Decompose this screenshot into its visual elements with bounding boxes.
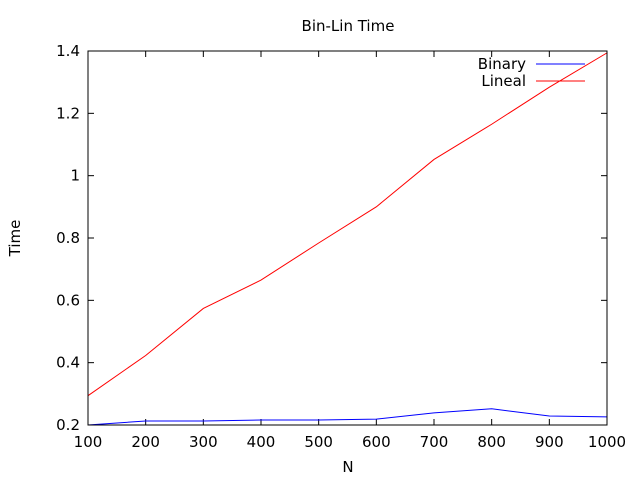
x-tick-label: 600 <box>362 433 391 451</box>
y-tick-label: 0.2 <box>56 416 80 434</box>
legend-label-lineal: Lineal <box>481 72 526 90</box>
x-tick-label: 100 <box>74 433 103 451</box>
x-tick-label: 1000 <box>588 433 626 451</box>
x-axis-label: N <box>342 458 353 476</box>
legend-label-binary: Binary <box>478 55 526 73</box>
series-lines <box>87 52 608 426</box>
y-tick-label: 0.6 <box>56 291 80 309</box>
y-tick-label: 0.4 <box>56 354 80 372</box>
x-tick-label: 500 <box>304 433 333 451</box>
plot-area-frame <box>87 50 608 426</box>
series-line-lineal <box>87 52 608 397</box>
y-tick-label: 1 <box>70 167 80 185</box>
chart-title: Bin-Lin Time <box>302 17 395 35</box>
x-tick-label: 800 <box>477 433 506 451</box>
x-tick-label: 200 <box>131 433 160 451</box>
x-tick-label: 900 <box>535 433 564 451</box>
y-tick-label: 1.4 <box>56 42 80 60</box>
x-tick-label: 300 <box>189 433 218 451</box>
y-tick-label: 1.2 <box>56 104 80 122</box>
y-axis-label: Time <box>6 220 24 258</box>
axis-ticks: 100 200 300 400 500 600 700 800 900 1000 0.2 0.4 0.6… <box>56 42 626 451</box>
x-tick-label: 400 <box>247 433 276 451</box>
x-tick-label: 700 <box>420 433 449 451</box>
series-line-binary <box>87 408 608 426</box>
y-tick-label: 0.8 <box>56 229 80 247</box>
